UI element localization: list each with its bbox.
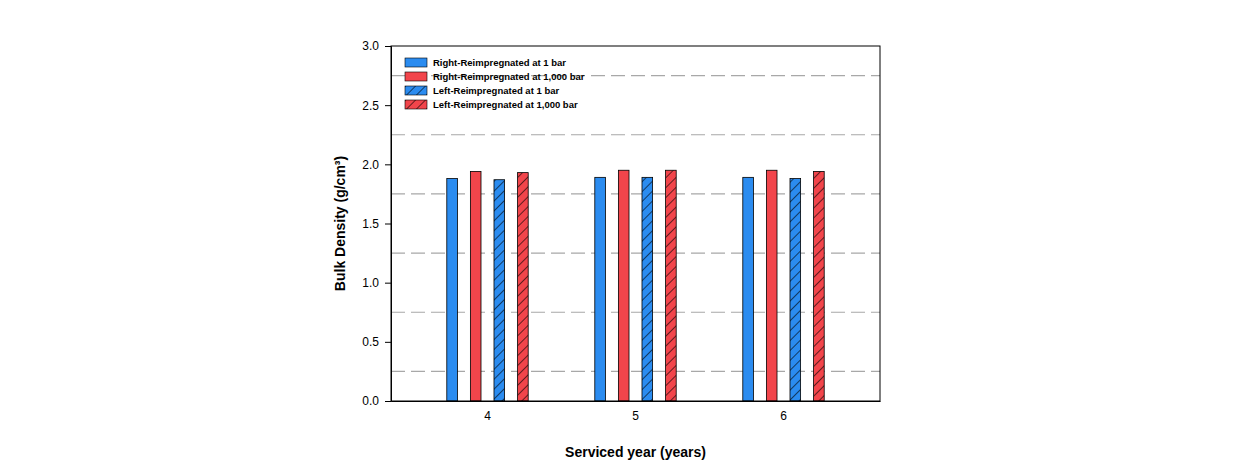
legend-label: Right-Reimpregnated at 1,000 bar	[433, 71, 585, 82]
legend-swatch	[405, 58, 427, 67]
bar	[766, 170, 777, 401]
grid-line	[391, 312, 880, 313]
y-tick-mark	[385, 164, 391, 165]
bar	[666, 170, 677, 401]
bar	[642, 177, 653, 401]
y-tick: 3.0	[362, 39, 391, 53]
grid-line	[391, 252, 880, 253]
y-tick-mark	[385, 342, 391, 343]
y-tick-mark	[385, 46, 391, 47]
legend-label: Left-Reimpregnated at 1 bar	[433, 85, 559, 96]
y-tick: 2.0	[362, 158, 391, 172]
y-tick-mark	[385, 401, 391, 402]
x-tick-label: 6	[780, 409, 787, 423]
legend-swatch	[405, 86, 427, 95]
y-axis: 0.0 0.5 1.0 1.5 2.0 2.5 3.0	[362, 39, 391, 408]
legend-swatch	[405, 100, 427, 109]
legend: Right-Reimpregnated at 1 bar Right-Reimpr…	[405, 57, 585, 110]
x-tick: 5	[632, 401, 639, 423]
bar	[470, 171, 481, 401]
bars	[447, 170, 824, 401]
grid-line	[391, 134, 880, 135]
legend-item: Right-Reimpregnated at 1 bar	[405, 57, 566, 68]
y-tick: 0.0	[362, 394, 391, 408]
legend-label: Right-Reimpregnated at 1 bar	[433, 57, 566, 68]
y-tick-label: 2.5	[362, 99, 379, 113]
y-axis-line	[385, 47, 392, 402]
y-tick-label: 1.0	[362, 276, 379, 290]
plot-frame	[391, 46, 880, 401]
x-tick-label: 4	[484, 409, 491, 423]
bar	[447, 179, 458, 401]
y-tick: 0.5	[362, 335, 391, 349]
y-tick-mark	[385, 105, 391, 106]
bar	[518, 173, 529, 401]
legend-item: Right-Reimpregnated at 1,000 bar	[405, 71, 585, 82]
plot: 0.0 0.5 1.0 1.5 2.0 2.5 3.0 4 5 6 Right-Reimpregna…	[362, 39, 880, 422]
bar	[743, 177, 754, 401]
x-tick: 6	[780, 401, 787, 423]
y-tick-mark	[385, 224, 391, 225]
bar	[814, 171, 825, 401]
y-tick: 1.5	[362, 217, 391, 231]
x-axis-line	[392, 401, 881, 402]
bar	[618, 170, 629, 401]
bar	[790, 179, 801, 401]
y-axis-title: Bulk Density (g/cm³)	[332, 156, 348, 291]
grid-line	[391, 193, 880, 194]
bar	[494, 180, 505, 401]
y-tick-label: 0.0	[362, 394, 379, 408]
bar	[595, 177, 606, 401]
y-tick-label: 2.0	[362, 158, 379, 172]
y-tick-label: 0.5	[362, 335, 379, 349]
x-axis: 4 5 6	[392, 401, 881, 423]
x-axis-title: Serviced year (years)	[565, 444, 706, 460]
chart: 0.0 0.5 1.0 1.5 2.0 2.5 3.0 4 5 6 Right-Reimpregna…	[0, 0, 1250, 470]
x-tick-label: 5	[632, 409, 639, 423]
legend-swatch	[405, 72, 427, 81]
x-tick: 4	[484, 401, 491, 423]
y-tick-mark	[385, 283, 391, 284]
grid-line	[391, 371, 880, 372]
grid	[391, 76, 880, 372]
legend-item: Left-Reimpregnated at 1 bar	[405, 85, 559, 96]
y-tick: 1.0	[362, 276, 391, 290]
y-tick-label: 3.0	[362, 39, 379, 53]
legend-item: Left-Reimpregnated at 1,000 bar	[405, 99, 578, 110]
y-tick-label: 1.5	[362, 217, 379, 231]
legend-label: Left-Reimpregnated at 1,000 bar	[433, 99, 578, 110]
y-tick: 2.5	[362, 99, 391, 113]
